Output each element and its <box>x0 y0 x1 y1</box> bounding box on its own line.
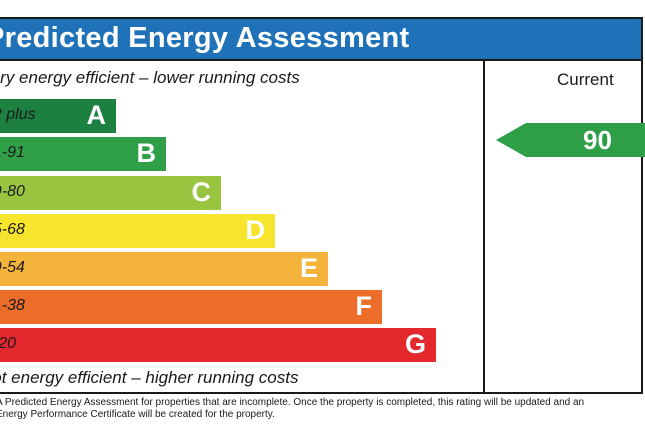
band-letter: B <box>136 138 157 168</box>
band-letter: G <box>404 329 426 359</box>
current-column-label: Current <box>557 70 614 89</box>
energy-rating-panel: Predicted Energy Assessment Very energy … <box>0 17 643 394</box>
band-range: 39-54 <box>0 259 25 276</box>
efficiency-note-bottom: Not energy efficient – higher running co… <box>0 368 299 387</box>
current-rating-arrow <box>496 123 645 157</box>
band-letter: A <box>86 100 107 130</box>
band-f: 21-38 F <box>0 290 382 324</box>
band-letter: F <box>355 291 373 321</box>
footnote-line-2: Energy Performance Certificate will be c… <box>0 409 275 420</box>
band-e: 39-54 E <box>0 252 328 286</box>
footnote-line-1: A Predicted Energy Assessment for proper… <box>0 397 585 408</box>
band-a: 92 plus A <box>0 99 116 133</box>
band-letter: E <box>299 253 318 283</box>
band-d: 55-68 D <box>0 214 275 248</box>
footnote: A Predicted Energy Assessment for proper… <box>0 397 584 421</box>
band-range: 92 plus <box>0 106 36 123</box>
band-letter: D <box>245 215 266 245</box>
header-bar: Predicted Energy Assessment <box>0 19 641 61</box>
band-letter: C <box>191 177 212 207</box>
page-title: Predicted Energy Assessment <box>0 22 410 54</box>
band-range: 55-68 <box>0 221 25 238</box>
band-b: 81-91 B <box>0 137 166 171</box>
current-rating-value: 90 <box>583 125 612 155</box>
column-divider <box>483 61 485 394</box>
band-range: 69-80 <box>0 183 25 200</box>
band-range: 81-91 <box>0 144 25 161</box>
band-range: 21-38 <box>0 297 25 314</box>
band-range: 1-20 <box>0 335 17 352</box>
band-c: 69-80 C <box>0 176 221 210</box>
band-g: 1-20 G <box>0 328 436 362</box>
efficiency-note-top: Very energy efficient – lower running co… <box>0 68 300 87</box>
